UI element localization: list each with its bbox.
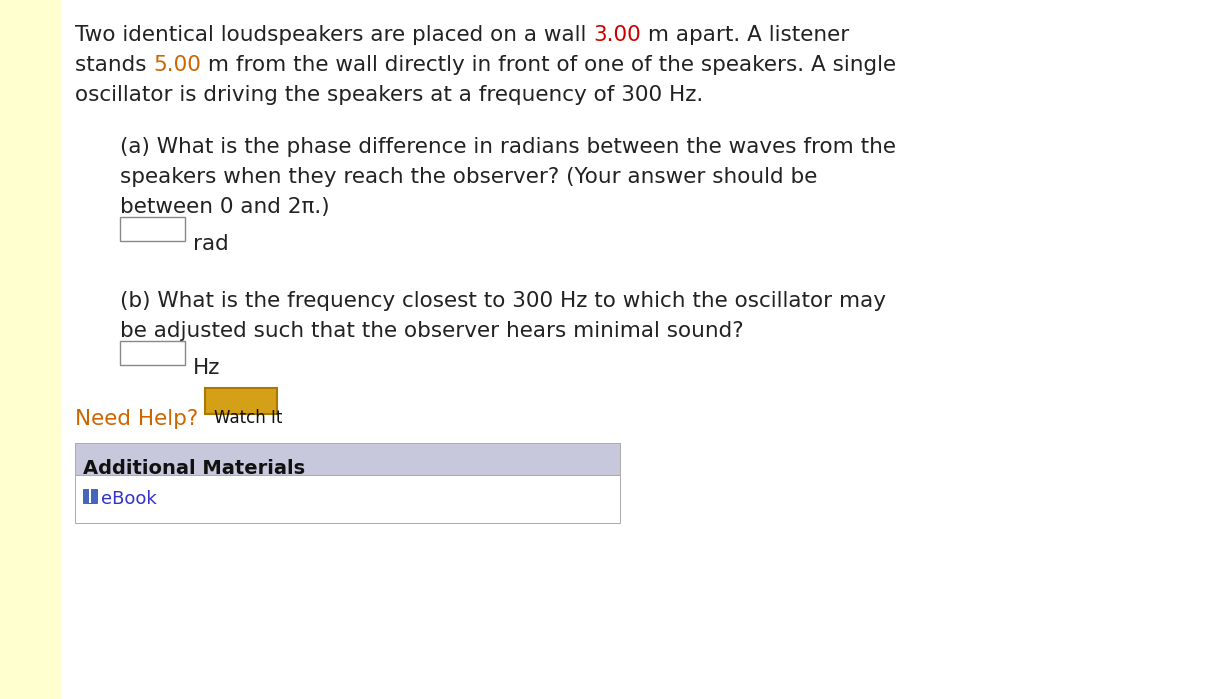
Bar [75,443,619,475]
FancyBboxPatch shape [120,217,186,241]
Bar [0,0,61,699]
Bar [88,489,91,503]
Bar [75,475,619,523]
Text: Watch It: Watch It [214,409,283,427]
Text: oscillator is driving the speakers at a frequency of 300 Hz.: oscillator is driving the speakers at a … [75,85,703,105]
Text: 3.00: 3.00 [594,25,642,45]
Text: Two identical loudspeakers are placed on a wall: Two identical loudspeakers are placed on… [75,25,594,45]
FancyBboxPatch shape [205,388,277,414]
Text: Additional Materials: Additional Materials [84,459,305,478]
Text: eBook: eBook [101,490,157,508]
Text: speakers when they reach the observer? (Your answer should be: speakers when they reach the observer? (… [120,167,817,187]
FancyBboxPatch shape [120,341,186,365]
Text: be adjusted such that the observer hears minimal sound?: be adjusted such that the observer hears… [120,321,744,341]
Text: rad: rad [193,234,229,254]
Bar [84,489,90,503]
Text: Need Help?: Need Help? [75,409,198,429]
Text: m apart. A listener: m apart. A listener [642,25,849,45]
Text: (b) What is the frequency closest to 300 Hz to which the oscillator may: (b) What is the frequency closest to 300… [120,291,886,311]
Text: Hz: Hz [193,358,220,378]
Text: m from the wall directly in front of one of the speakers. A single: m from the wall directly in front of one… [202,55,896,75]
Text: (a) What is the phase difference in radians between the waves from the: (a) What is the phase difference in radi… [120,137,896,157]
Text: between 0 and 2π.): between 0 and 2π.) [120,197,329,217]
Bar [90,489,97,503]
Text: 5.00: 5.00 [154,55,202,75]
Text: stands: stands [75,55,154,75]
